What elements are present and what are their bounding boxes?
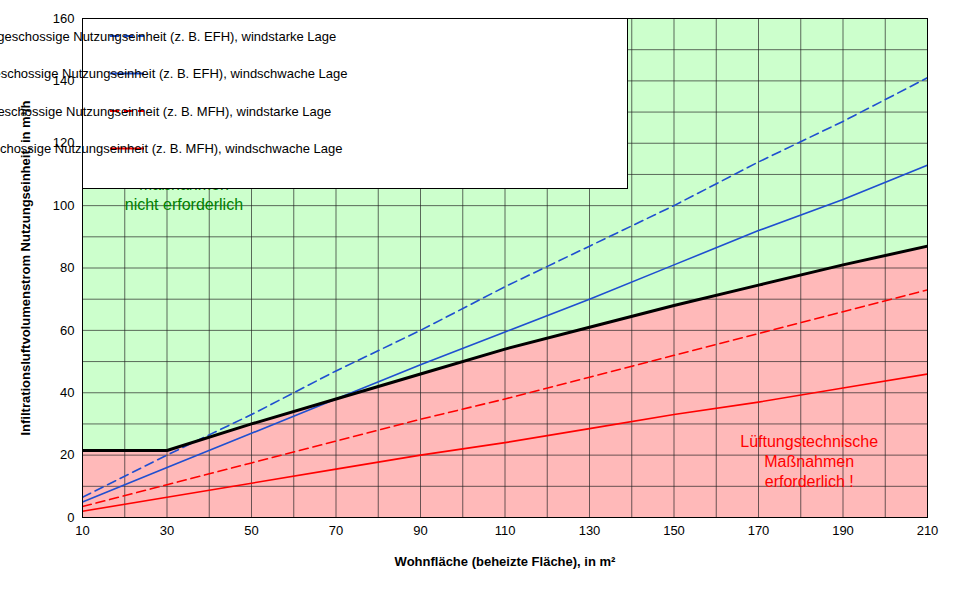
svg-text:110: 110 — [495, 523, 516, 538]
svg-text:30: 30 — [160, 523, 174, 538]
svg-text:210: 210 — [917, 523, 939, 538]
svg-text:50: 50 — [244, 523, 258, 538]
html-text:nicht erforderlich: nicht erforderlich — [124, 195, 243, 213]
svg-text:10: 10 — [75, 523, 89, 538]
html-text:Maßnahmen: Maßnahmen — [139, 175, 229, 193]
svg-text:190: 190 — [832, 523, 854, 538]
svg-text:170: 170 — [748, 523, 770, 538]
svg-text:20: 20 — [60, 447, 74, 462]
svg-text:0: 0 — [67, 510, 74, 525]
svg-text:eingeschossige Nutzungseinheit: eingeschossige Nutzungseinheit (z. B. MF… — [0, 141, 342, 156]
svg-text:60: 60 — [60, 323, 74, 338]
svg-text:40: 40 — [60, 385, 74, 400]
html-text:Lüftungstechnische: Lüftungstechnische — [115, 155, 253, 173]
svg-text:eingeschossige Nutzungseinheit: eingeschossige Nutzungseinheit (z. B. MF… — [0, 104, 331, 119]
svg-text:100: 100 — [53, 198, 75, 213]
svg-text:130: 130 — [579, 523, 601, 538]
svg-text:150: 150 — [663, 523, 685, 538]
svg-text:Wohnfläche (beheizte Fläche),: Wohnfläche (beheizte Fläche), in m² — [395, 554, 616, 569]
svg-text:Infiltrationsluftvolumenstrom: Infiltrationsluftvolumenstrom Nutzungsei… — [17, 100, 33, 436]
svg-text:90: 90 — [413, 523, 427, 538]
svg-text:mehrgeschossige Nutzungseinhei: mehrgeschossige Nutzungseinheit (z. B. E… — [0, 66, 347, 81]
svg-text:LüftungstechnischeMaßnahmenerf: LüftungstechnischeMaßnahmenerforderlich … — [740, 433, 878, 490]
svg-text:mehrgeschossige Nutzungseinhei: mehrgeschossige Nutzungseinheit (z. B. E… — [0, 29, 336, 44]
svg-text:160: 160 — [53, 11, 75, 26]
svg-text:80: 80 — [60, 260, 74, 275]
svg-text:70: 70 — [329, 523, 343, 538]
